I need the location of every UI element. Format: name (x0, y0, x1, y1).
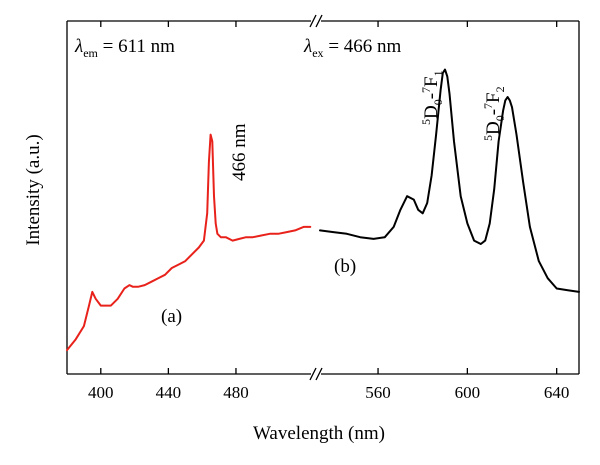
sup-5: 5 (419, 119, 433, 125)
x-tick-label: 600 (455, 383, 481, 402)
series-label-a: (a) (161, 306, 182, 327)
axis-break-slash (309, 367, 317, 381)
dash: - (483, 109, 504, 115)
lambda-symbol: λ (303, 36, 312, 57)
series-line-b (319, 68, 580, 293)
x-ticks: 400 440 480 560 600 640 (88, 21, 569, 402)
axis-break-slash (315, 367, 323, 381)
annotation-emission: λem = 611 nm (74, 36, 175, 60)
peak-label-466: 466 nm (229, 123, 250, 181)
letter-f: F (421, 76, 442, 87)
axis-break-slash (309, 14, 317, 28)
x-tick-label: 400 (88, 383, 114, 402)
annotation-emission-value: = 611 nm (98, 36, 175, 57)
series-layer (66, 68, 580, 352)
plot-frame (66, 20, 580, 375)
peak-label-d0-f2: 5D0-7F2 (481, 86, 507, 141)
sup-7: 7 (481, 103, 495, 109)
axis-break-slash (315, 14, 323, 28)
x-axis-title: Wavelength (nm) (253, 423, 385, 444)
annotation-excitation-value: = 466 nm (324, 36, 402, 57)
series-label-b: (b) (334, 256, 356, 277)
annotation-excitation: λex = 466 nm (303, 36, 402, 60)
series-line-a (66, 133, 312, 352)
lambda-symbol: λ (74, 36, 83, 57)
subscript-em: em (83, 46, 98, 60)
x-tick-label: 480 (223, 383, 249, 402)
letter-f: F (483, 92, 504, 103)
letter-d: D (421, 105, 442, 119)
y-axis-title: Intensity (a.u.) (23, 134, 44, 245)
sub-1: 1 (431, 70, 445, 76)
x-tick-label: 440 (156, 383, 182, 402)
x-tick-label: 640 (544, 383, 570, 402)
sub-0: 0 (493, 115, 507, 121)
sup-7: 7 (419, 87, 433, 93)
sup-5: 5 (481, 135, 495, 141)
letter-d: D (483, 121, 504, 135)
peak-label-d0-f1: 5D0-7F1 (419, 70, 445, 125)
sub-0: 0 (431, 99, 445, 105)
axis-break-marks (309, 14, 323, 381)
x-tick-label: 560 (365, 383, 391, 402)
dash: - (421, 93, 442, 99)
subscript-ex: ex (312, 46, 323, 60)
sub-2: 2 (493, 86, 507, 92)
